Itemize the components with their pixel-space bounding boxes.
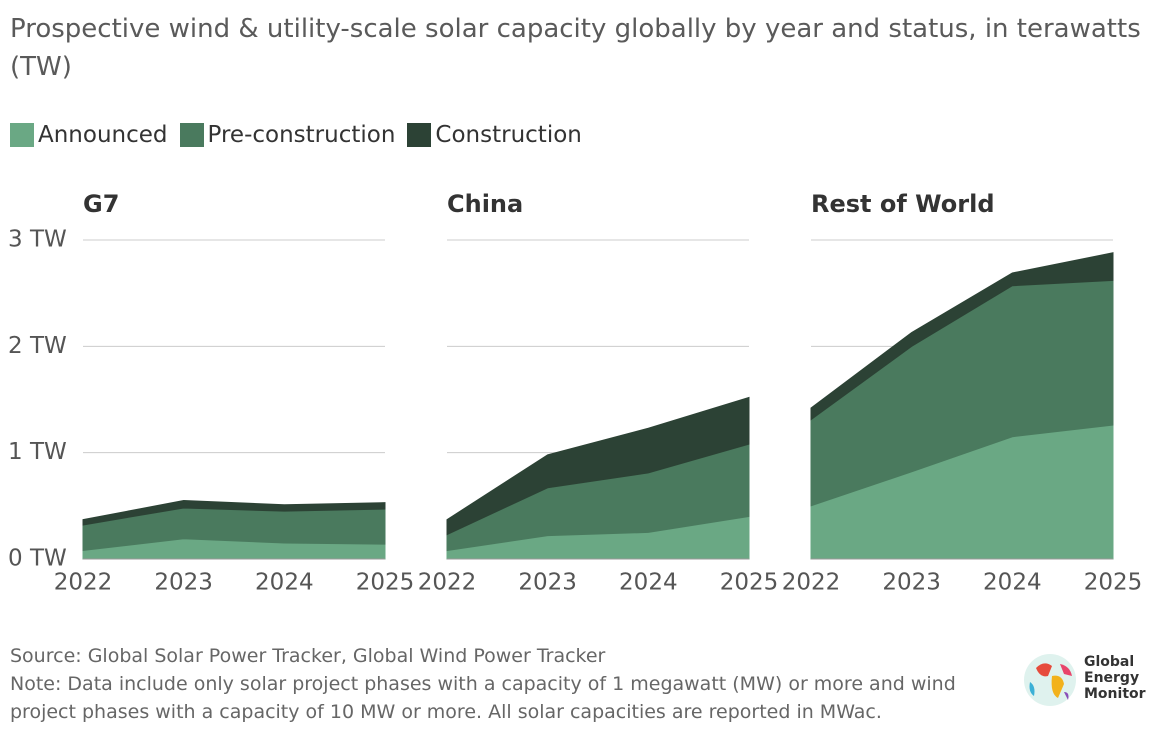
legend-swatch (10, 123, 34, 147)
footer: Source: Global Solar Power Tracker, Glob… (10, 642, 990, 726)
legend-item: Construction (407, 122, 582, 148)
note: Note: Data include only solar project ph… (10, 673, 956, 723)
legend-swatch (407, 123, 432, 147)
y-tick-label: 3 TW (8, 227, 67, 253)
x-tick-label: 2024 (255, 570, 314, 596)
logo-text: Global Energy Monitor (1084, 654, 1146, 702)
x-tick-label: 2024 (983, 570, 1042, 596)
y-tick-label: 2 TW (8, 333, 67, 359)
source: Source: Global Solar Power Tracker, Glob… (10, 645, 606, 667)
x-tick-label: 2022 (418, 570, 477, 596)
x-tick-label: 2022 (54, 570, 113, 596)
y-tick-label: 1 TW (8, 439, 67, 465)
x-tick-label: 2025 (720, 570, 779, 596)
logo: Global Energy Monitor (1022, 652, 1162, 712)
legend-swatch (179, 123, 204, 147)
x-tick-label: 2024 (619, 570, 678, 596)
legend-item: Pre-construction (179, 122, 396, 148)
area (82, 500, 386, 526)
x-tick-label: 2023 (882, 570, 941, 596)
y-tick-label: 0 TW (8, 546, 67, 572)
legend-label: Construction (435, 122, 582, 148)
x-tick-label: 2025 (1084, 570, 1143, 596)
title: Prospective wind & utility-scale solar c… (10, 14, 1141, 82)
x-tick-label: 2023 (154, 570, 213, 596)
legend-item: Announced (10, 122, 168, 148)
x-tick-label: 2023 (518, 570, 577, 596)
x-tick-label: 2025 (356, 570, 415, 596)
legend: Announced Pre-construction Construction (10, 122, 582, 148)
legend-label: Pre-construction (207, 122, 396, 148)
legend-label: Announced (38, 122, 168, 148)
area (810, 252, 1114, 421)
chart: G7 0 TW 1 TW 2 TW 3 TW 2022 2023 2024 2025 China 2… (8, 190, 1143, 596)
panel-title: Rest of World (811, 190, 995, 218)
x-tick-label: 2022 (782, 570, 841, 596)
logo-globe (1024, 654, 1076, 706)
area (446, 396, 750, 536)
panel-title: G7 (83, 190, 119, 218)
panel-title: China (447, 190, 523, 218)
